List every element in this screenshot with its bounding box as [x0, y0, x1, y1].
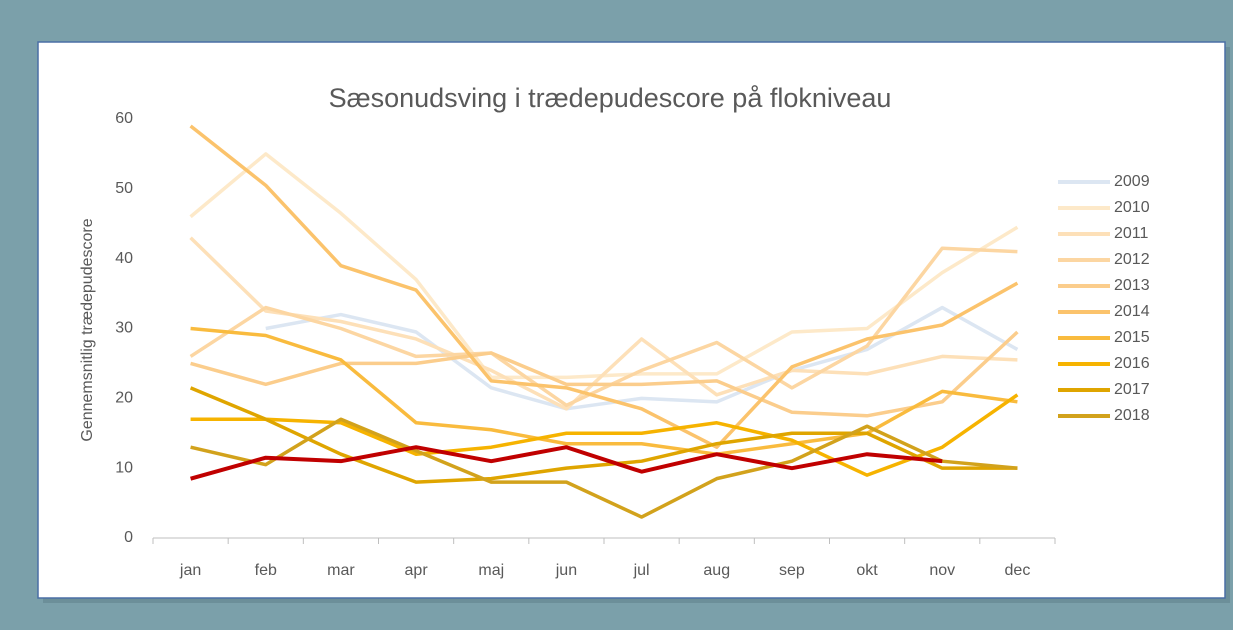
x-tick-label: dec — [1005, 562, 1031, 579]
x-tick-label: sep — [779, 562, 805, 579]
x-tick-label: aug — [703, 562, 730, 579]
series-line — [189, 246, 1018, 408]
y-tick-label: 60 — [115, 110, 133, 127]
legend-label: 2018 — [1114, 407, 1150, 424]
legend-label: 2013 — [1114, 277, 1150, 294]
y-tick-label: 10 — [115, 459, 133, 476]
x-tick-label: jun — [555, 562, 577, 579]
series-line — [190, 393, 1019, 477]
legend-label: 2015 — [1114, 329, 1150, 346]
y-tick-label: 50 — [115, 180, 133, 197]
x-tick-label: feb — [255, 562, 277, 579]
x-tick-label: apr — [405, 562, 429, 579]
x-tick-label: mar — [327, 562, 355, 579]
series-line — [190, 417, 1018, 519]
series-line — [189, 386, 1018, 484]
x-tick-label: jul — [633, 562, 650, 579]
y-tick-label: 20 — [115, 390, 133, 407]
legend-label: 2017 — [1114, 381, 1150, 398]
series-line — [189, 124, 1019, 449]
chart-title: Sæsonudsving i trædepudescore på flokniv… — [329, 83, 892, 113]
series-line — [190, 326, 1018, 456]
legend-label: 2016 — [1114, 355, 1150, 372]
x-tick-label: jan — [179, 562, 201, 579]
x-tick-label: okt — [856, 562, 878, 579]
series-line — [190, 330, 1019, 418]
x-tick-label: nov — [929, 562, 955, 579]
legend-label: 2012 — [1114, 251, 1150, 268]
y-tick-label: 30 — [115, 320, 133, 337]
y-axis-label: Gennemsnitlig trædepudescore — [79, 218, 96, 441]
legend-label: 2014 — [1114, 303, 1150, 320]
series-line — [189, 236, 1018, 411]
legend-label: 2011 — [1114, 225, 1149, 242]
legend-label: 2009 — [1114, 173, 1150, 190]
y-tick-label: 0 — [124, 529, 133, 546]
card — [37, 41, 1226, 599]
series-line — [190, 445, 943, 481]
legend-label: 2010 — [1114, 199, 1150, 216]
y-tick-label: 40 — [115, 250, 133, 267]
x-tick-label: maj — [478, 562, 504, 579]
